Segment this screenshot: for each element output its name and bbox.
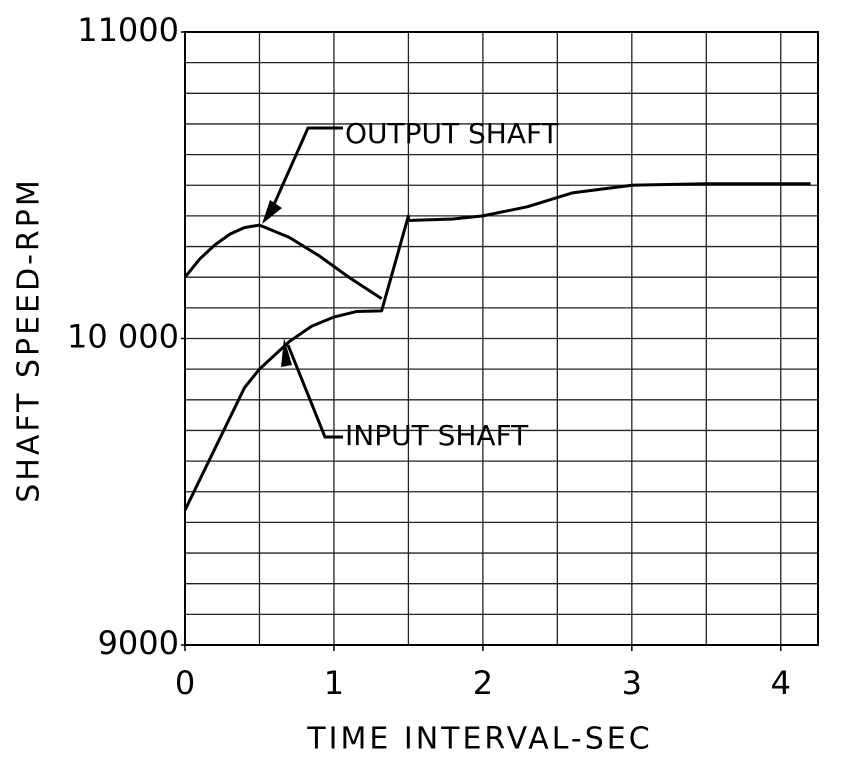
annotation: OUTPUT SHAFT <box>345 117 560 150</box>
y-axis-label: SHAFT SPEED-RPM <box>12 177 47 503</box>
x-tick-label: 2 <box>473 664 493 702</box>
y-tick-label: 9000 <box>98 624 179 662</box>
annotation: INPUT SHAFT <box>345 419 529 452</box>
line-series <box>183 182 811 511</box>
x-axis-label: TIME INTERVAL-SEC <box>306 722 652 757</box>
leader <box>286 344 343 439</box>
arrowhead <box>281 338 292 367</box>
x-tick-label: 4 <box>771 664 791 702</box>
line-series <box>183 223 383 300</box>
curves <box>183 182 811 511</box>
y-tick-label: 10 000 <box>67 318 179 356</box>
grid <box>181 31 819 651</box>
x-tick-label: 1 <box>324 664 344 702</box>
x-tick-label: 3 <box>622 664 642 702</box>
arrowhead <box>262 200 282 224</box>
x-tick-label: 0 <box>175 664 195 702</box>
leader <box>266 126 343 219</box>
y-tick-label: 11000 <box>77 11 179 49</box>
